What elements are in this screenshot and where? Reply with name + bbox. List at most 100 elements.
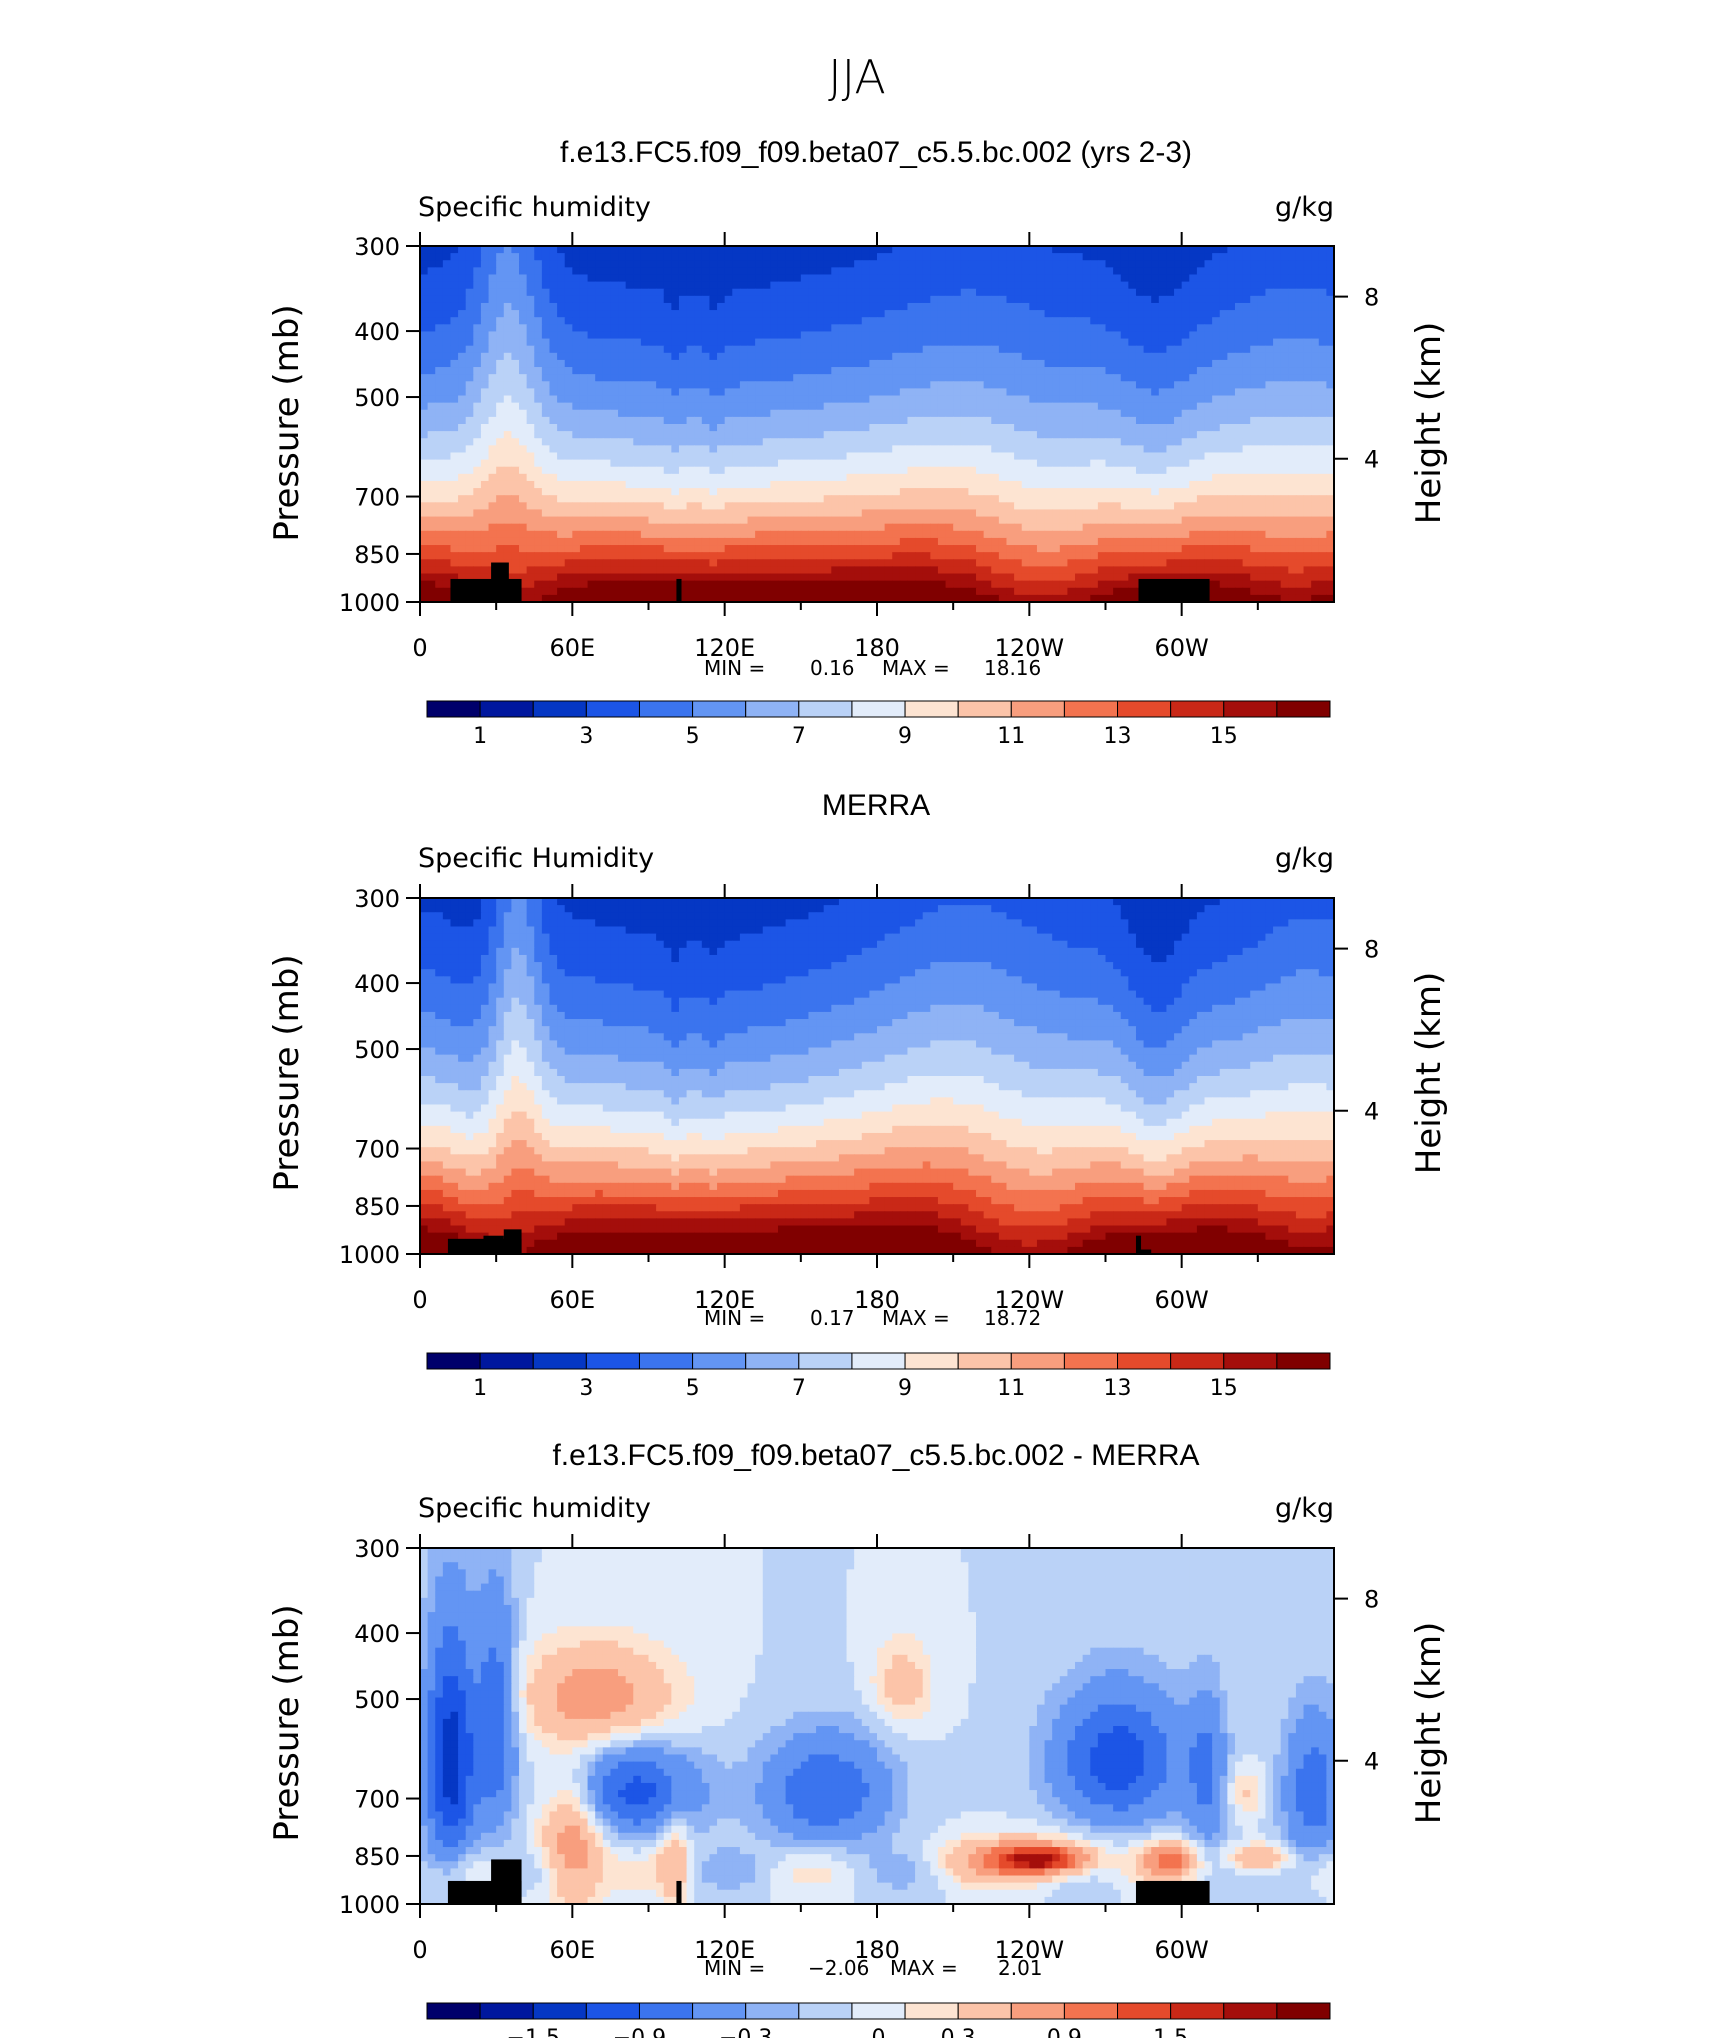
heatmap-cell (664, 467, 672, 475)
heatmap-cell (816, 502, 824, 510)
heatmap-cell (1067, 467, 1075, 475)
heatmap-cell (588, 452, 596, 460)
heatmap-cell (1136, 331, 1144, 339)
heatmap-cell (473, 324, 481, 332)
heatmap-cell (1052, 502, 1060, 510)
heatmap-cell (450, 531, 458, 539)
heatmap-cell (1090, 445, 1098, 453)
heatmap-cell (511, 452, 519, 460)
heatmap-cell (1220, 495, 1228, 503)
heatmap-cell (1197, 246, 1205, 254)
heatmap-cell (1113, 488, 1121, 496)
heatmap-cell (709, 274, 717, 282)
heatmap-cell (991, 324, 999, 332)
heatmap-cell (656, 438, 664, 446)
heatmap-cell (694, 467, 702, 475)
heatmap-cell (1258, 509, 1266, 517)
heatmap-cell (801, 296, 809, 304)
heatmap-cell (1037, 474, 1045, 482)
heatmap-cell (1098, 346, 1106, 354)
heatmap-cell (1029, 396, 1037, 404)
heatmap-cell (641, 246, 649, 254)
heatmap-cell (595, 495, 603, 503)
heatmap-cell (1265, 360, 1273, 368)
heatmap-cell (1265, 452, 1273, 460)
heatmap-cell (1189, 289, 1197, 297)
heatmap-cell (1296, 467, 1304, 475)
heatmap-cell (1098, 381, 1106, 389)
heatmap-cell (915, 424, 923, 432)
heatmap-cell (435, 502, 443, 510)
heatmap-cell (1311, 445, 1319, 453)
heatmap-cell (489, 303, 497, 311)
heatmap-cell (1212, 502, 1220, 510)
heatmap-cell (420, 267, 428, 275)
heatmap-cell (458, 481, 466, 489)
heatmap-cell (1136, 438, 1144, 446)
heatmap-cell (1045, 267, 1053, 275)
heatmap-cell (481, 317, 489, 325)
heatmap-cell (1273, 431, 1281, 439)
heatmap-cell (1250, 339, 1258, 347)
heatmap-cell (1090, 467, 1098, 475)
heatmap-cell (1174, 431, 1182, 439)
heatmap-cell (976, 410, 984, 418)
heatmap-cell (557, 296, 565, 304)
heatmap-cell (1106, 296, 1114, 304)
heatmap-cell (1067, 474, 1075, 482)
heatmap-cell (1220, 424, 1228, 432)
heatmap-cell (915, 360, 923, 368)
heatmap-cell (1067, 524, 1075, 532)
heatmap-cell (1006, 317, 1014, 325)
heatmap-cell (610, 282, 618, 290)
heatmap-cell (748, 310, 756, 318)
heatmap-cell (732, 524, 740, 532)
heatmap-cell (473, 524, 481, 532)
heatmap-cell (1304, 324, 1312, 332)
heatmap-cell (588, 524, 596, 532)
heatmap-cell (1128, 289, 1136, 297)
heatmap-cell (1288, 331, 1296, 339)
heatmap-cell (862, 467, 870, 475)
heatmap-cell (786, 267, 794, 275)
heatmap-cell (915, 481, 923, 489)
heatmap-cell (892, 310, 900, 318)
heatmap-cell (458, 346, 466, 354)
heatmap-cell (1014, 260, 1022, 268)
heatmap-cell (869, 331, 877, 339)
heatmap-cell (565, 282, 573, 290)
heatmap-cell (968, 502, 976, 510)
heatmap-cell (466, 246, 474, 254)
heatmap-cell (831, 488, 839, 496)
heatmap-cell (1113, 509, 1121, 517)
heatmap-cell (740, 360, 748, 368)
heatmap-cell (1197, 310, 1205, 318)
heatmap-cell (1052, 495, 1060, 503)
heatmap-cell (755, 438, 763, 446)
heatmap-cell (824, 303, 832, 311)
heatmap-cell (946, 517, 954, 525)
heatmap-cell (1083, 289, 1091, 297)
heatmap-cell (473, 374, 481, 382)
heatmap-cell (610, 403, 618, 411)
heatmap-cell (626, 339, 634, 347)
heatmap-cell (816, 481, 824, 489)
heatmap-cell (869, 374, 877, 382)
heatmap-cell (984, 481, 992, 489)
heatmap-cell (1045, 339, 1053, 347)
heatmap-cell (892, 367, 900, 375)
heatmap-cell (1311, 524, 1319, 532)
heatmap-cell (1045, 353, 1053, 361)
heatmap-cell (1060, 346, 1068, 354)
heatmap-cell (968, 296, 976, 304)
heatmap-cell (885, 360, 893, 368)
heatmap-cell (458, 282, 466, 290)
heatmap-cell (428, 531, 436, 539)
heatmap-cell (580, 388, 588, 396)
heatmap-cell (481, 381, 489, 389)
heatmap-cell (466, 495, 474, 503)
heatmap-cell (1067, 282, 1075, 290)
heatmap-cell (854, 282, 862, 290)
heatmap-cell (961, 424, 969, 432)
heatmap-cell (1166, 274, 1174, 282)
